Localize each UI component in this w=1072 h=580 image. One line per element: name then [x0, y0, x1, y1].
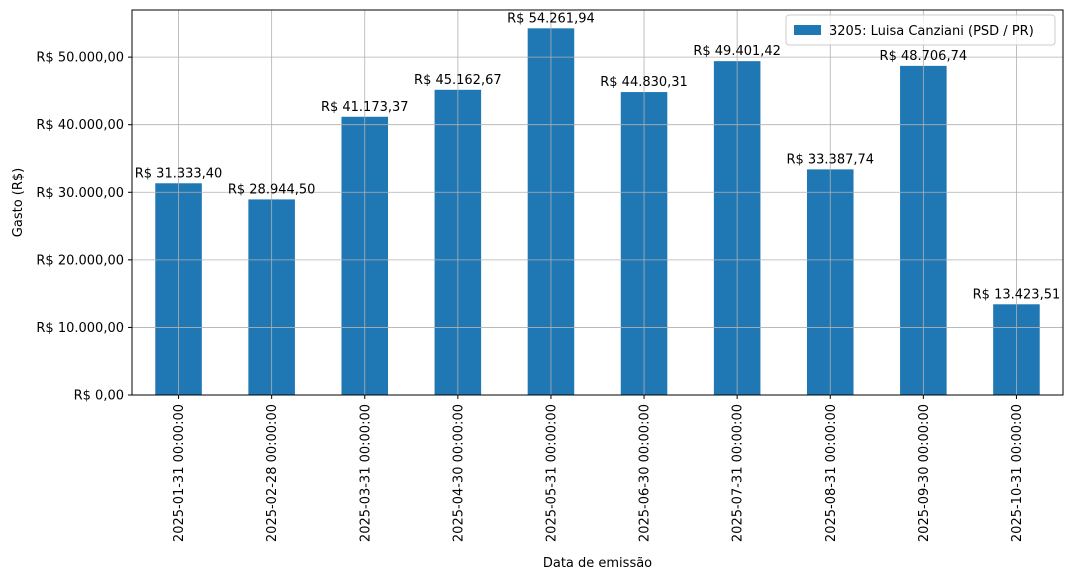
bar-data-label: R$ 54.261,94 — [507, 11, 595, 26]
y-tick-label: R$ 30.000,00 — [36, 186, 124, 201]
y-tick-label: R$ 40.000,00 — [36, 118, 124, 133]
bar-data-label: R$ 13.423,51 — [973, 287, 1061, 302]
legend-entry: 3205: Luisa Canziani (PSD / PR) — [829, 24, 1034, 39]
y-tick-label: R$ 10.000,00 — [36, 321, 124, 336]
y-tick-label: R$ 0,00 — [74, 389, 124, 404]
x-tick-label: 2025-07-31 00:00:00 — [731, 404, 746, 542]
x-tick-label: 2025-03-31 00:00:00 — [358, 404, 373, 542]
legend-box — [785, 14, 1056, 46]
bar-data-label: R$ 49.401,42 — [693, 44, 781, 59]
x-tick-label: 2025-06-30 00:00:00 — [638, 404, 653, 542]
y-tick-label: R$ 50.000,00 — [36, 51, 124, 66]
bar-data-label: R$ 44.830,31 — [600, 75, 688, 90]
bar-data-label: R$ 33.387,74 — [786, 152, 874, 167]
y-tick-label: R$ 20.000,00 — [36, 253, 124, 268]
x-tick-label: 2025-01-31 00:00:00 — [172, 404, 187, 542]
x-tick-label: 2025-05-31 00:00:00 — [544, 404, 559, 542]
x-axis-label: Data de emissão — [543, 556, 652, 571]
ticks: R$ 0,00 R$ 10.000,00 R$ 20.000,00 R$ 30.000… — [36, 51, 1025, 542]
data-labels: R$ 31.333,40 R$ 28.944,50 R$ 41.173,37 R$ 4… — [135, 11, 1061, 302]
legend-swatch — [794, 25, 821, 35]
bar-data-label: R$ 41.173,37 — [321, 100, 409, 115]
x-tick-label: 2025-04-30 00:00:00 — [451, 404, 466, 542]
y-axis-label: Gasto (R$) — [11, 168, 26, 237]
plot-frame — [131, 9, 1064, 396]
bar-data-label: R$ 28.944,50 — [228, 182, 316, 197]
bar-data-label: R$ 48.706,74 — [880, 49, 968, 64]
x-tick-label: 2025-09-30 00:00:00 — [917, 404, 932, 542]
x-tick-label: 2025-08-31 00:00:00 — [824, 404, 839, 542]
x-tick-label: 2025-02-28 00:00:00 — [265, 404, 280, 542]
legend: 3205: Luisa Canziani (PSD / PR) — [785, 14, 1056, 46]
x-tick-label: 2025-10-31 00:00:00 — [1010, 404, 1025, 542]
bar-data-label: R$ 45.162,67 — [414, 73, 502, 88]
bar-data-label: R$ 31.333,40 — [135, 166, 223, 181]
